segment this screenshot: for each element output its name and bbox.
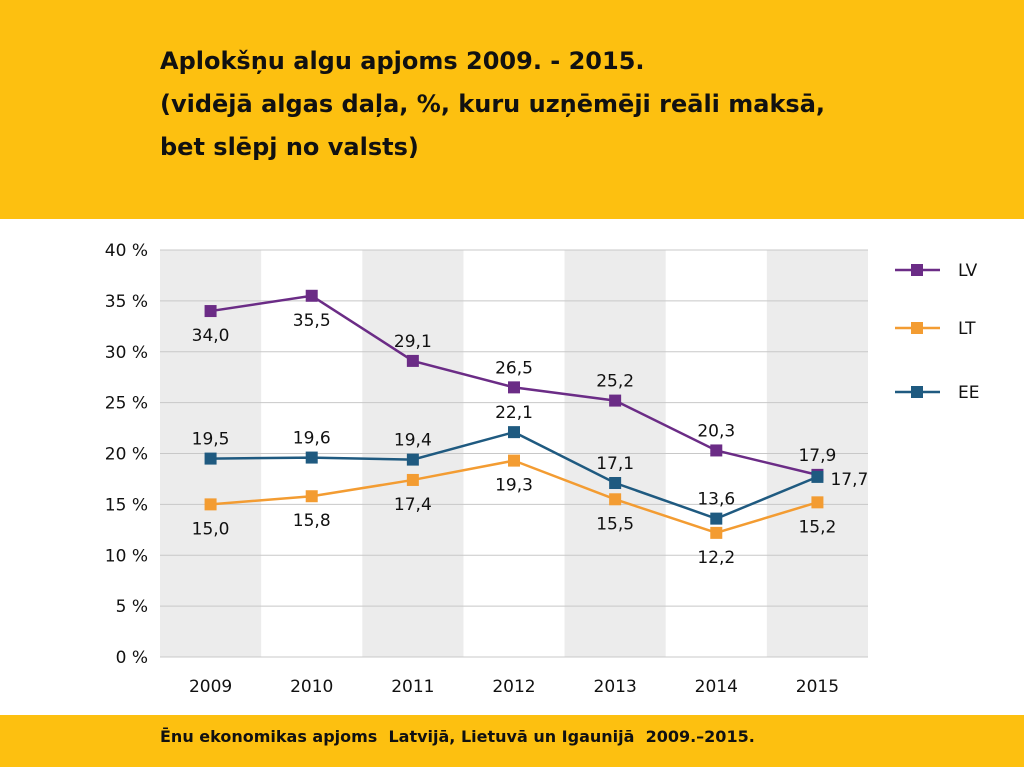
data-label-lv: 34,0 [192, 326, 230, 346]
x-tick-label: 2013 [594, 677, 637, 697]
data-point-ee [811, 470, 824, 483]
data-label-lv: 26,5 [495, 358, 533, 378]
x-tick-label: 2011 [391, 677, 434, 697]
data-point-lv [609, 394, 622, 407]
data-point-lv [305, 289, 318, 302]
data-label-ee: 19,6 [293, 429, 331, 449]
data-label-ee: 19,4 [394, 431, 432, 451]
y-tick-label: 5 % [116, 597, 148, 617]
data-label-lt: 15,5 [596, 514, 634, 534]
data-point-lv [204, 305, 217, 318]
legend-marker-ee [911, 386, 923, 398]
data-point-ee [710, 512, 723, 525]
data-label-ee: 19,5 [192, 430, 230, 450]
legend-label-lt: LT [958, 319, 976, 339]
y-tick-label: 35 % [105, 292, 148, 312]
data-point-lt [204, 498, 217, 511]
data-point-lv [508, 381, 520, 394]
data-point-lt [710, 526, 723, 539]
y-tick-label: 30 % [105, 343, 148, 363]
data-label-lt: 15,8 [293, 511, 331, 531]
data-point-lt [609, 493, 622, 506]
x-tick-label: 2015 [796, 677, 839, 697]
data-point-lt [811, 496, 824, 509]
y-tick-label: 40 % [105, 241, 148, 261]
title-line-1: Aplokšņu algu apjoms 2009. - 2015. [160, 47, 645, 75]
x-tick-label: 2010 [290, 677, 333, 697]
data-label-ee: 22,1 [495, 403, 533, 423]
data-label-lt: 19,3 [495, 476, 533, 496]
x-tick-label: 2014 [695, 677, 738, 697]
legend-label-ee: EE [958, 383, 979, 403]
footer-text: Ēnu ekonomikas apjoms Latvijā, Lietuvā u… [160, 727, 755, 746]
data-point-lt [305, 490, 318, 503]
data-label-lt: 15,0 [192, 519, 230, 539]
data-label-lv: 20,3 [697, 421, 735, 441]
data-label-lv: 35,5 [293, 311, 331, 331]
data-point-lv [710, 444, 723, 457]
legend-label-lv: LV [958, 261, 978, 281]
data-point-lt [406, 473, 419, 486]
chart-title: Aplokšņu algu apjoms 2009. - 2015. (vidēj… [160, 40, 825, 169]
y-tick-label: 20 % [105, 445, 148, 465]
data-label-lt: 17,4 [394, 495, 432, 515]
data-label-lv: 29,1 [394, 332, 432, 352]
footer-band: Ēnu ekonomikas apjoms Latvijā, Lietuvā u… [0, 715, 1024, 767]
title-line-2: (vidējā algas daļa, %, kuru uzņēmēji reā… [160, 90, 826, 118]
data-point-ee [305, 451, 318, 464]
legend-marker-lt [911, 322, 923, 334]
data-label-lv: 25,2 [596, 372, 634, 392]
data-point-ee [508, 426, 520, 439]
y-tick-label: 10 % [105, 546, 148, 566]
y-tick-label: 15 % [105, 495, 148, 515]
x-tick-label: 2012 [492, 677, 535, 697]
y-tick-label: 25 % [105, 394, 148, 414]
x-tick-label: 2009 [189, 677, 232, 697]
data-point-ee [609, 477, 622, 490]
header-band: Aplokšņu algu apjoms 2009. - 2015. (vidēj… [0, 0, 1024, 219]
y-tick-label: 0 % [116, 648, 148, 668]
data-label-lt: 12,2 [697, 548, 735, 568]
data-label-ee: 17,7 [830, 470, 868, 490]
title-line-3: bet slēpj no valsts) [160, 133, 419, 161]
data-label-ee: 13,6 [697, 490, 735, 510]
data-point-ee [406, 453, 419, 466]
data-label-lt: 15,2 [798, 517, 836, 537]
data-point-lv [406, 354, 419, 367]
data-point-lt [508, 454, 520, 467]
legend-marker-lv [911, 264, 923, 276]
data-point-ee [204, 452, 217, 465]
data-label-ee: 17,1 [596, 454, 634, 474]
data-label-lv: 17,9 [798, 446, 836, 466]
